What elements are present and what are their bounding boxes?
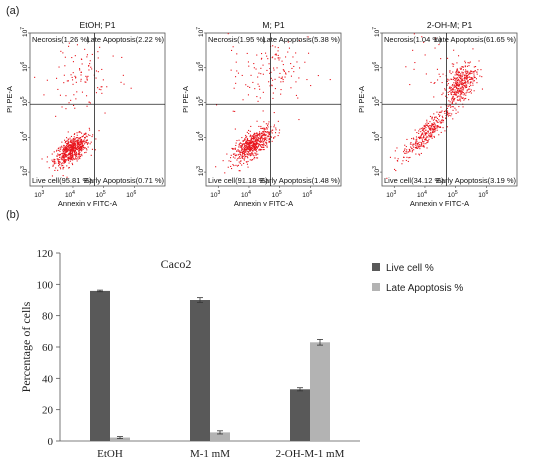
x-tick-label: 105 <box>96 190 106 199</box>
flow-dots <box>215 33 331 174</box>
flow-plot-frame <box>29 32 166 187</box>
y-tick-label: 105 <box>20 96 29 106</box>
flow-y-axis-title: PI PE-A <box>181 86 190 113</box>
bar-late-apoptosis-3 <box>310 342 330 441</box>
flow-cytometry-panel: EtOH; P1 Necrosis(1.26 %)Late Apoptosis(2… <box>5 20 518 208</box>
flow-plot-1: EtOH; P1 Necrosis(1.26 %)Late Apoptosis(2… <box>5 20 166 208</box>
x-tick-label: 103 <box>386 190 396 199</box>
early-apoptosis-label: Early Apoptosis(0.71 %) <box>84 176 165 185</box>
flow-y-axis-title: PI PE-A <box>5 86 14 113</box>
legend-swatch <box>372 263 380 271</box>
flow-dots <box>386 33 483 179</box>
y-tick-label: 103 <box>196 166 205 176</box>
x-tick-label: 104 <box>417 190 427 199</box>
legend-swatch <box>372 283 380 291</box>
bar-live-cell-2 <box>190 300 210 441</box>
y-tick-label: 104 <box>20 131 29 141</box>
y-tick-label: 100 <box>37 279 54 291</box>
x-tick-label: 106 <box>126 190 136 199</box>
necrosis-label: Necrosis(1.04 %) <box>384 35 442 44</box>
y-tick-label: 105 <box>372 96 381 106</box>
panel-a-label: (a) <box>6 5 19 17</box>
y-tick-label: 107 <box>196 27 205 37</box>
live-cell-label: Live cell(34.12 %) <box>384 176 444 185</box>
y-axis-title: Percentage of cells <box>19 301 33 392</box>
chart-legend: Live cell % Late Apoptosis % <box>372 263 463 294</box>
y-tick-label: 106 <box>196 62 205 72</box>
y-tick-label: 80 <box>42 311 54 323</box>
x-tick-label: 106 <box>302 190 312 199</box>
late-apoptosis-label: Late Apoptosis(61.65 %) <box>434 35 516 44</box>
y-tick-label: 120 <box>37 248 54 260</box>
chart-title: Caco2 <box>161 257 192 271</box>
y-tick-label: 0 <box>48 436 54 448</box>
bar-late-apoptosis-2 <box>210 432 230 441</box>
flow-plot-frame <box>381 32 518 187</box>
y-tick-label: 103 <box>20 166 29 176</box>
early-apoptosis-label: Early Apoptosis(1.48 %) <box>260 176 341 185</box>
y-tick-label: 107 <box>372 27 381 37</box>
y-tick-label: 103 <box>372 166 381 176</box>
flow-y-axis-title: PI PE-A <box>357 86 366 113</box>
x-tick-label: 104 <box>241 190 251 199</box>
flow-plot-2: M; P1 Necrosis(1.95 %)Late Apoptosis(5.38… <box>181 20 342 208</box>
flow-plot-3: 2-OH-M; P1 Necrosis(1.04 %)Late Apoptosis… <box>357 20 518 208</box>
late-apoptosis-label: Late Apoptosis(2.22 %) <box>86 35 164 44</box>
legend-label: Live cell % <box>386 263 434 274</box>
y-tick-label: 106 <box>372 62 381 72</box>
necrosis-label: Necrosis(1.26 %) <box>32 35 90 44</box>
x-tick-label: 103 <box>34 190 44 199</box>
flow-plot-title: 2-OH-M; P1 <box>427 20 473 30</box>
y-tick-label: 104 <box>196 131 205 141</box>
x-tick-label: 105 <box>448 190 458 199</box>
late-apoptosis-label: Late Apoptosis(5.38 %) <box>262 35 340 44</box>
x-tick-label: 103 <box>210 190 220 199</box>
legend-label: Late Apoptosis % <box>386 283 463 294</box>
flow-plot-frame <box>205 32 342 187</box>
y-tick-label: 104 <box>372 131 381 141</box>
bar-live-cell-3 <box>290 389 310 441</box>
bar-late-apoptosis-1 <box>110 437 130 441</box>
flow-plot-title: EtOH; P1 <box>80 20 116 30</box>
panel-b-label: (b) <box>6 209 19 221</box>
x-tick-label: 105 <box>272 190 282 199</box>
x-category-label: EtOH <box>97 448 123 460</box>
bar-live-cell-1 <box>90 290 110 441</box>
necrosis-label: Necrosis(1.95 %) <box>208 35 266 44</box>
y-tick-label: 20 <box>42 405 54 417</box>
early-apoptosis-label: Early Apoptosis(3.19 %) <box>436 176 517 185</box>
x-category-label: M-1 mM <box>190 448 230 460</box>
y-tick-label: 107 <box>20 27 29 37</box>
y-tick-label: 106 <box>20 62 29 72</box>
flow-dots <box>34 42 132 178</box>
y-tick-label: 40 <box>42 373 54 385</box>
live-cell-label: Live cell(91.18 %) <box>208 176 268 185</box>
flow-x-axis-title: Annexin v FITC-A <box>234 199 293 208</box>
y-tick-label: 60 <box>42 342 54 354</box>
x-tick-label: 104 <box>65 190 75 199</box>
y-tick-label: 105 <box>196 96 205 106</box>
live-cell-label: Live cell(95.81 %) <box>32 176 92 185</box>
flow-x-axis-title: Annexin v FITC-A <box>58 199 117 208</box>
flow-plot-title: M; P1 <box>262 20 284 30</box>
bar-chart-panel: 0 20 40 60 80 100 120 Percentage of cells Caco2 E… <box>19 248 463 460</box>
flow-x-axis-title: Annexin v FITC-A <box>410 199 469 208</box>
x-tick-label: 106 <box>478 190 488 199</box>
x-category-label: 2-OH-M-1 mM <box>276 448 345 460</box>
